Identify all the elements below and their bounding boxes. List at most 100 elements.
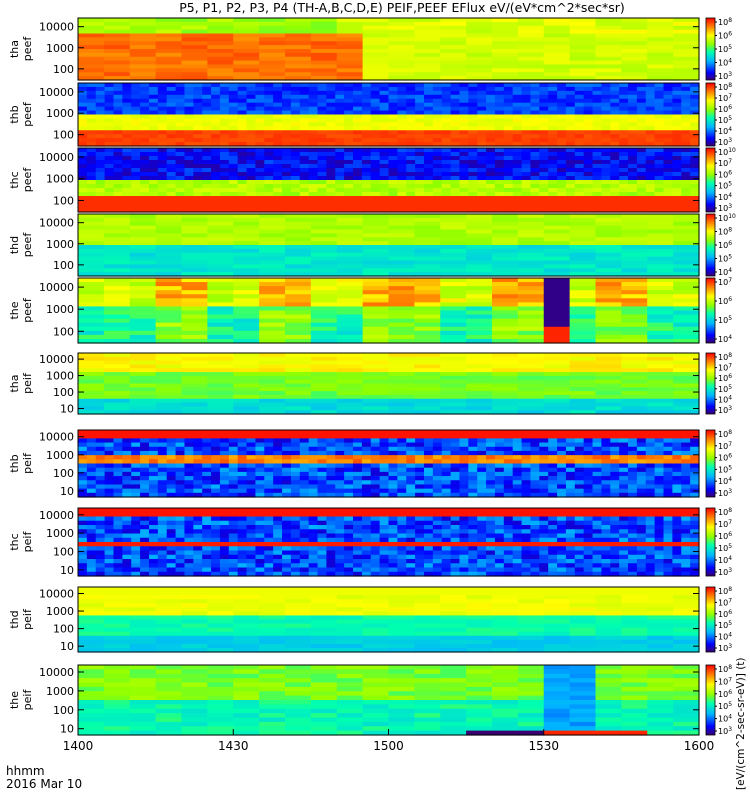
colorbar-tick: 105: [718, 254, 732, 264]
colorbar-tick: 105: [718, 115, 732, 125]
panel-frame: [77, 507, 700, 577]
colorbar-tick: 108: [718, 429, 732, 439]
colorbar-tick: 104: [718, 714, 732, 724]
colorbar-tick: 104: [718, 334, 732, 344]
y-tick-label: 10: [60, 640, 74, 653]
colorbar-tick: 104: [718, 58, 732, 68]
y-tick-label: 10000: [39, 21, 74, 34]
y-tick-label: 100: [53, 704, 74, 717]
panel-label-product: peif: [21, 452, 34, 474]
y-tick-label: 1000: [46, 303, 74, 316]
panel-label-product: peef: [21, 167, 34, 193]
panel-label-probe: the: [8, 691, 21, 709]
y-tick-label: 100: [53, 259, 74, 272]
heatmap-cells: [78, 665, 700, 736]
colorbar-tick: 104: [718, 394, 732, 404]
colorbar-tick: 103: [718, 71, 732, 81]
colorbar: [705, 277, 716, 344]
panel-frame: [77, 586, 700, 653]
x-tick-label: 1500: [373, 739, 404, 753]
y-tick-label: 10000: [39, 588, 74, 601]
panel-tha-peef: 10000 1000 100 tha peef 108 106 105 104 103: [8, 17, 732, 81]
y-tick-label: 1000: [46, 173, 74, 186]
colorbar: [705, 213, 716, 277]
x-axis: 1400 1430 1500 1530 1600: [63, 729, 715, 753]
colorbar-tick: 107: [718, 441, 732, 451]
colorbar-tick: 106: [718, 373, 732, 383]
colorbar-tick: 106: [718, 104, 732, 114]
panel-label-product: peef: [21, 36, 34, 62]
y-tick-label: 100: [53, 63, 74, 76]
colorbar: [705, 429, 716, 498]
colorbar-tick: 103: [718, 488, 732, 498]
colorbar-tick: 104: [718, 555, 732, 565]
panel-label-probe: thc: [8, 533, 21, 550]
colorbar-tick: 106: [718, 31, 732, 41]
y-tick-label: 10000: [39, 217, 74, 230]
y-tick-label: 10: [60, 403, 74, 416]
heatmap-cells: [78, 430, 700, 498]
colorbar-tick: 104: [718, 267, 732, 277]
colorbar-tick: 108: [718, 664, 732, 674]
panel-frame: [77, 82, 700, 147]
heatmap-cells: [78, 587, 700, 653]
colorbar-tick: 106: [718, 531, 732, 541]
panel-label-probe: tha: [8, 374, 21, 392]
panel-label-probe: thb: [8, 454, 21, 472]
y-tick-label: 1000: [46, 527, 74, 540]
panel-thd-peef: 10000 1000 100 thd peef 1010 108 106 105 104: [8, 213, 736, 277]
x-tick-label: 1530: [528, 739, 559, 753]
y-tick-label: 100: [53, 546, 74, 559]
colorbar-tick: 104: [718, 126, 732, 136]
colorbar-tick: 104: [718, 632, 732, 642]
heatmap-cells: [78, 353, 700, 415]
panel-label-probe: thd: [8, 610, 21, 628]
y-tick-label: 1000: [46, 685, 74, 698]
colorbar-tick: 105: [718, 620, 732, 630]
colorbar: [705, 586, 716, 653]
colorbar-tick: 1010: [718, 147, 736, 157]
colorbar-tick: 103: [718, 567, 732, 577]
y-tick-label: 10000: [39, 666, 74, 679]
colorbar-tick: 107: [718, 93, 732, 103]
y-tick-label: 10000: [39, 431, 74, 444]
colorbar: [705, 17, 716, 81]
panel-label-product: peif: [21, 531, 34, 553]
y-tick-label: 1000: [46, 449, 74, 462]
colorbar-tick: 106: [718, 240, 732, 250]
colorbar-tick: 105: [718, 464, 732, 474]
colorbar-tick: 106: [718, 296, 732, 306]
panel-the-peif: 10000 1000 100 10 the peif 108 107 106 105 104 103: [8, 664, 732, 736]
colorbar-tick: 105: [718, 315, 732, 325]
colorbar-tick: 107: [718, 519, 732, 529]
colorbar-tick: 105: [718, 181, 732, 191]
panel-label-probe: the: [8, 301, 21, 319]
y-tick-label: 100: [53, 386, 74, 399]
y-tick-label: 10000: [39, 281, 74, 294]
colorbar-tick: 108: [718, 586, 732, 596]
y-tick-label: 1000: [46, 238, 74, 251]
y-tick-label: 1000: [46, 107, 74, 120]
colorbar-tick: 108: [718, 507, 732, 517]
panel-label-product: peif: [21, 608, 34, 630]
colorbar-tick: 1010: [718, 213, 736, 223]
panel-label-probe: thc: [8, 171, 21, 188]
panel-the-peef: 10000 1000 100 the peef 107 106 105 104: [8, 277, 732, 344]
x-tick-label: 1600: [684, 739, 715, 753]
panel-label-probe: thd: [8, 236, 21, 254]
colorbar-tick: 104: [718, 192, 732, 202]
panel-frame: [77, 17, 700, 81]
colorbar: [705, 82, 716, 147]
panel-frame: [77, 213, 700, 277]
colorbar-tick: 106: [718, 689, 732, 699]
colorbar: [705, 147, 716, 213]
y-tick-label: 10: [60, 485, 74, 498]
colorbar-tick: 107: [718, 597, 732, 607]
colorbar-tick: 104: [718, 476, 732, 486]
x-tick-label: 1430: [218, 739, 249, 753]
colorbar: [705, 664, 716, 736]
